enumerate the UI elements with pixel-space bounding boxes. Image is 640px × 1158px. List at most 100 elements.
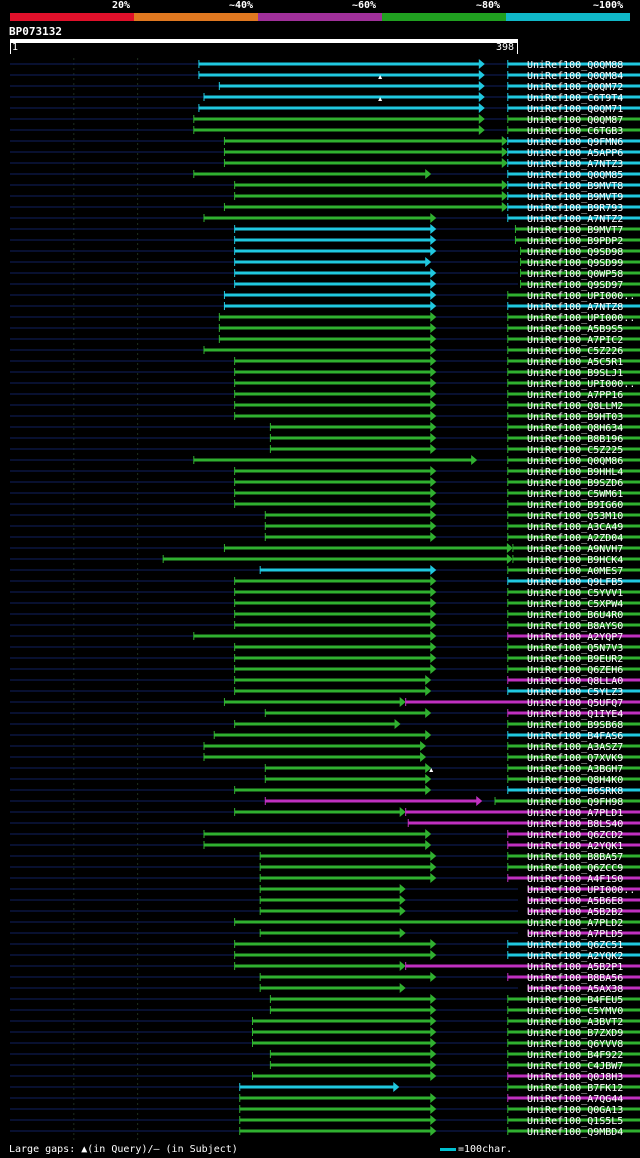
hit-id-link[interactable]: UniRef100_B9SLJ1 bbox=[527, 368, 623, 379]
hit-id-link[interactable]: UniRef100_B4F922 bbox=[527, 1050, 623, 1061]
hit-id-link[interactable]: UniRef100_Q1S5L5 bbox=[527, 1116, 623, 1127]
hit-id-link[interactable]: UniRef100_Q9MBD4 bbox=[527, 1127, 623, 1138]
hit-id-link[interactable]: UniRef100_Q0QM87 bbox=[527, 115, 623, 126]
hit-id-link[interactable]: UniRef100_B4FAS6 bbox=[527, 731, 623, 742]
hit-id-link[interactable]: UniRef100_Q8LLM2 bbox=[527, 401, 623, 412]
hit-id-link[interactable]: UniRef100_Q9SD98 bbox=[527, 247, 623, 258]
hit-id-link[interactable]: UniRef100_UPI000.. bbox=[527, 885, 635, 896]
hit-id-link[interactable]: UniRef100_Q5UFQ7 bbox=[527, 698, 623, 709]
hit-id-link[interactable]: UniRef100_Q7XVK9 bbox=[527, 753, 623, 764]
hit-id-link[interactable]: UniRef100_B9R793 bbox=[527, 203, 623, 214]
hit-id-link[interactable]: UniRef100_Q0QM85 bbox=[527, 170, 623, 181]
hit-id-link[interactable]: UniRef100_C5Z225 bbox=[527, 445, 623, 456]
hit-id-link[interactable]: UniRef100_B8LS40 bbox=[527, 819, 623, 830]
hit-id-link[interactable]: UniRef100_A2ZD04 bbox=[527, 533, 623, 544]
hit-id-link[interactable]: UniRef100_A3BVT2 bbox=[527, 1017, 623, 1028]
hit-id-link[interactable]: UniRef100_B8AYS0 bbox=[527, 621, 623, 632]
hit-id-link[interactable]: UniRef100_UPI000.. bbox=[527, 313, 635, 324]
hit-id-link[interactable]: UniRef100_B8B196 bbox=[527, 434, 623, 445]
hit-id-link[interactable]: UniRef100_B9IG60 bbox=[527, 500, 623, 511]
hit-id-link[interactable]: UniRef100_B7FK12 bbox=[527, 1083, 623, 1094]
hit-id-link[interactable]: UniRef100_C5YVV1 bbox=[527, 588, 623, 599]
hit-id-link[interactable]: UniRef100_A7NTZ2 bbox=[527, 214, 623, 225]
hit-id-link[interactable]: UniRef100_B9MVT7 bbox=[527, 225, 623, 236]
hit-id-link[interactable]: UniRef100_Q9FMN6 bbox=[527, 137, 623, 148]
hit-id-link[interactable]: UniRef100_B7ZXD9 bbox=[527, 1028, 623, 1039]
hit-id-link[interactable]: UniRef100_Q8H634 bbox=[527, 423, 623, 434]
hit-id-link[interactable]: UniRef100_B6U4R0 bbox=[527, 610, 623, 621]
hit-id-link[interactable]: UniRef100_Q0GA13 bbox=[527, 1105, 623, 1116]
hit-id-link[interactable]: UniRef100_A7NTZ3 bbox=[527, 159, 623, 170]
hit-row: UniRef100_B9SB68 bbox=[10, 719, 640, 731]
hit-id-link[interactable]: UniRef100_B9HCK4 bbox=[527, 555, 623, 566]
hit-id-link[interactable]: UniRef100_C6TGB3 bbox=[527, 126, 623, 137]
hit-id-link[interactable]: UniRef100_A2YQK2 bbox=[527, 951, 623, 962]
hit-id-link[interactable]: UniRef100_A5B6E8 bbox=[527, 896, 623, 907]
hit-id-link[interactable]: UniRef100_A2YQP7 bbox=[527, 632, 623, 643]
hit-id-link[interactable]: UniRef100_A5B2B2 bbox=[527, 907, 623, 918]
hit-id-link[interactable]: UniRef100_B8BA56 bbox=[527, 973, 623, 984]
hit-id-link[interactable]: UniRef100_A7NTZ8 bbox=[527, 302, 623, 313]
hit-row: UniRef100_B9PDP2 bbox=[10, 235, 640, 247]
hit-id-link[interactable]: UniRef100_B9HHL4 bbox=[527, 467, 623, 478]
hit-id-link[interactable]: UniRef100_Q6YVV8 bbox=[527, 1039, 623, 1050]
hit-id-link[interactable]: UniRef100_B9HT03 bbox=[527, 412, 623, 423]
hit-id-link[interactable]: UniRef100_Q6ZEH6 bbox=[527, 665, 623, 676]
hit-id-link[interactable]: UniRef100_UPI000.. bbox=[527, 291, 635, 302]
hit-id-link[interactable]: UniRef100_A0MES7 bbox=[527, 566, 623, 577]
hit-id-link[interactable]: UniRef100_Q0QM86 bbox=[527, 456, 623, 467]
hit-id-link[interactable]: UniRef100_A4F1S0 bbox=[527, 874, 623, 885]
hit-id-link[interactable]: UniRef100_C5YLZ3 bbox=[527, 687, 623, 698]
hit-id-link[interactable]: UniRef100_A7PP16 bbox=[527, 390, 623, 401]
hit-id-link[interactable]: UniRef100_A5APP6 bbox=[527, 148, 623, 159]
hit-id-link[interactable]: UniRef100_C5XPW4 bbox=[527, 599, 623, 610]
hit-id-link[interactable]: UniRef100_Q53M10 bbox=[527, 511, 623, 522]
hit-id-link[interactable]: UniRef100_UPI000.. bbox=[527, 379, 635, 390]
hit-id-link[interactable]: UniRef100_Q6ZC51 bbox=[527, 940, 623, 951]
hit-id-link[interactable]: UniRef100_A3ASZ7 bbox=[527, 742, 623, 753]
hit-id-link[interactable]: UniRef100_C6T9T4 bbox=[527, 93, 623, 104]
hit-id-link[interactable]: UniRef100_A3BGH7 bbox=[527, 764, 623, 775]
hit-id-link[interactable]: UniRef100_B9PDP2 bbox=[527, 236, 623, 247]
hit-id-link[interactable]: UniRef100_A5C5R1 bbox=[527, 357, 623, 368]
hit-id-link[interactable]: UniRef100_A7PLD2 bbox=[527, 918, 623, 929]
hit-id-link[interactable]: UniRef100_C4JBW7 bbox=[527, 1061, 623, 1072]
hit-id-link[interactable]: UniRef100_Q0QM72 bbox=[527, 82, 623, 93]
hit-id-link[interactable]: UniRef100_B9SZD6 bbox=[527, 478, 623, 489]
hit-id-link[interactable]: UniRef100_B9MVT9 bbox=[527, 192, 623, 203]
hit-id-link[interactable]: UniRef100_Q9SD97 bbox=[527, 280, 623, 291]
hit-id-link[interactable]: UniRef100_Q0QM88 bbox=[527, 60, 623, 71]
hit-id-link[interactable]: UniRef100_Q0QM71 bbox=[527, 104, 623, 115]
hit-id-link[interactable]: UniRef100_Q6ZCD2 bbox=[527, 830, 623, 841]
hit-id-link[interactable]: UniRef100_B9EUR2 bbox=[527, 654, 623, 665]
hit-id-link[interactable]: UniRef100_A7PLD1 bbox=[527, 808, 623, 819]
hit-id-link[interactable]: UniRef100_A7PLD5 bbox=[527, 929, 623, 940]
hit-id-link[interactable]: UniRef100_Q1IYE4 bbox=[527, 709, 623, 720]
hit-id-link[interactable]: UniRef100_B4FEU5 bbox=[527, 995, 623, 1006]
hit-id-link[interactable]: UniRef100_C5WM61 bbox=[527, 489, 623, 500]
hit-id-link[interactable]: UniRef100_A2YQK1 bbox=[527, 841, 623, 852]
hit-id-link[interactable]: UniRef100_A7QG44 bbox=[527, 1094, 623, 1105]
hit-id-link[interactable]: UniRef100_B8BA57 bbox=[527, 852, 623, 863]
hit-id-link[interactable]: UniRef100_Q9SD99 bbox=[527, 258, 623, 269]
hit-id-link[interactable]: UniRef100_A5B9S5 bbox=[527, 324, 623, 335]
hit-id-link[interactable]: UniRef100_B9MVT8 bbox=[527, 181, 623, 192]
hit-id-link[interactable]: UniRef100_Q9FH98 bbox=[527, 797, 623, 808]
hit-id-link[interactable]: UniRef100_A9NVH7 bbox=[527, 544, 623, 555]
hit-id-link[interactable]: UniRef100_Q8H4K0 bbox=[527, 775, 623, 786]
hit-id-link[interactable]: UniRef100_Q5N7V3 bbox=[527, 643, 623, 654]
hit-id-link[interactable]: UniRef100_C5YMV0 bbox=[527, 1006, 623, 1017]
hit-id-link[interactable]: UniRef100_Q0J8H3 bbox=[527, 1072, 623, 1083]
hit-id-link[interactable]: UniRef100_Q0WP58 bbox=[527, 269, 623, 280]
hit-id-link[interactable]: UniRef100_Q6ZCC9 bbox=[527, 863, 623, 874]
hit-id-link[interactable]: UniRef100_A5B2P1 bbox=[527, 962, 623, 973]
hit-id-link[interactable]: UniRef100_Q8LLA0 bbox=[527, 676, 623, 687]
hit-id-link[interactable]: UniRef100_B9SB68 bbox=[527, 720, 623, 731]
hit-id-link[interactable]: UniRef100_Q0QM84 bbox=[527, 71, 623, 82]
hit-id-link[interactable]: UniRef100_A7PIC2 bbox=[527, 335, 623, 346]
hit-id-link[interactable]: UniRef100_B6SRK8 bbox=[527, 786, 623, 797]
hit-id-link[interactable]: UniRef100_C5Z226 bbox=[527, 346, 623, 357]
hit-id-link[interactable]: UniRef100_Q9LFB5 bbox=[527, 577, 623, 588]
hit-id-link[interactable]: UniRef100_A5AX38 bbox=[527, 984, 623, 995]
hit-id-link[interactable]: UniRef100_A3CA49 bbox=[527, 522, 623, 533]
